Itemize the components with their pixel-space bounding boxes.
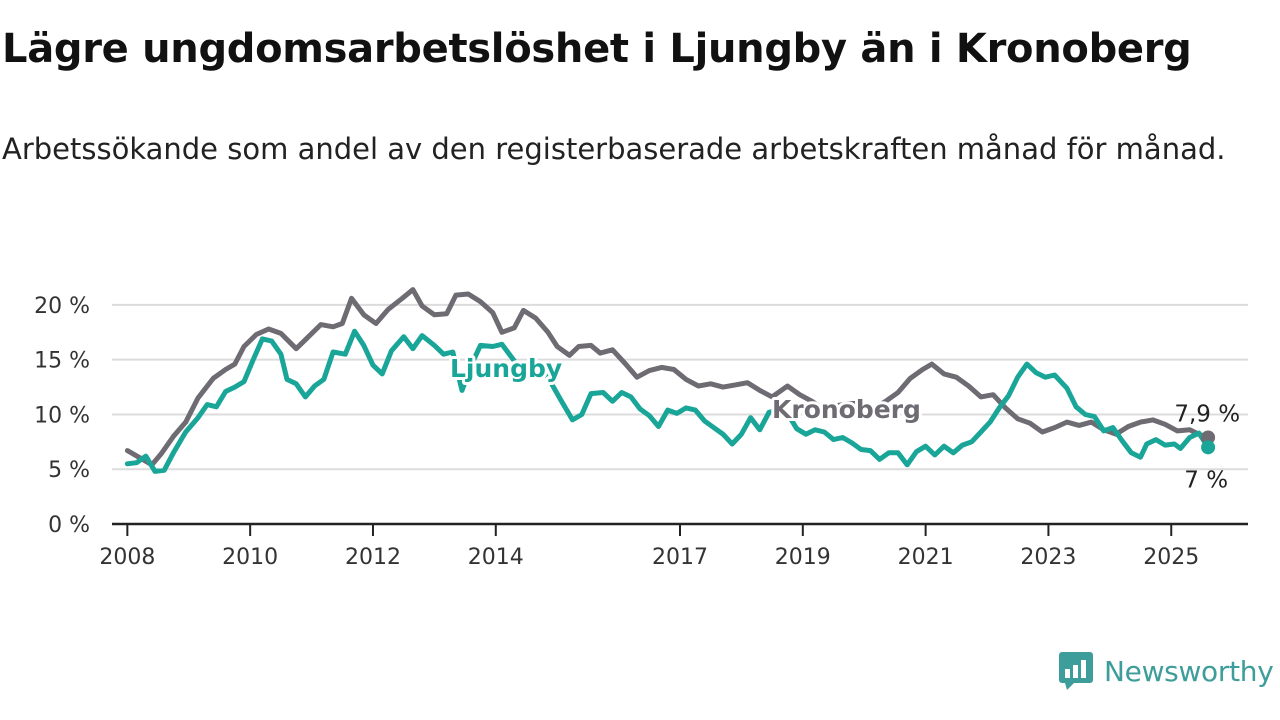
series-label-kronoberg-halo: Kronoberg xyxy=(772,395,921,424)
x-tick-label: 2025 xyxy=(1143,545,1199,570)
x-tick-label: 2023 xyxy=(1020,545,1076,570)
y-tick-label: 0 % xyxy=(48,513,90,538)
chart-subtitle: Arbetssökande som andel av den registerb… xyxy=(2,132,1226,166)
x-tick-label: 2010 xyxy=(222,545,278,570)
series-line-ljungby xyxy=(124,328,1211,474)
series-line-kronoberg xyxy=(124,287,1211,468)
x-tick-label: 2008 xyxy=(99,545,155,570)
series-label-ljungby-halo: Ljungby xyxy=(450,354,562,383)
x-tick-label: 2019 xyxy=(775,545,831,570)
chart-title: Lägre ungdomsarbetslöshet i Ljungby än i… xyxy=(2,26,1192,72)
y-tick-label: 20 % xyxy=(34,294,90,319)
series-endpoint-ljungby xyxy=(1201,440,1216,455)
end-value-label-kronoberg: 7,9 % xyxy=(1174,401,1240,427)
newsworthy-wordmark: Newsworthy xyxy=(1104,654,1274,688)
x-tick-label: 2017 xyxy=(652,545,708,570)
newsworthy-brand: Newsworthy xyxy=(1059,652,1274,690)
x-tick-label: 2014 xyxy=(468,545,524,570)
x-tick-label: 2012 xyxy=(345,545,401,570)
series-label-kronoberg: Kronoberg xyxy=(772,395,921,424)
newsworthy-logo-icon xyxy=(1059,652,1093,690)
x-tick-label: 2021 xyxy=(898,545,954,570)
series-endpoint-kronoberg xyxy=(1201,430,1216,445)
series-label-ljungby: Ljungby xyxy=(450,354,562,383)
end-value-label-ljungby: 7 % xyxy=(1184,467,1228,493)
y-tick-label: 15 % xyxy=(34,349,90,374)
y-tick-label: 5 % xyxy=(48,458,90,483)
y-tick-label: 10 % xyxy=(34,403,90,428)
